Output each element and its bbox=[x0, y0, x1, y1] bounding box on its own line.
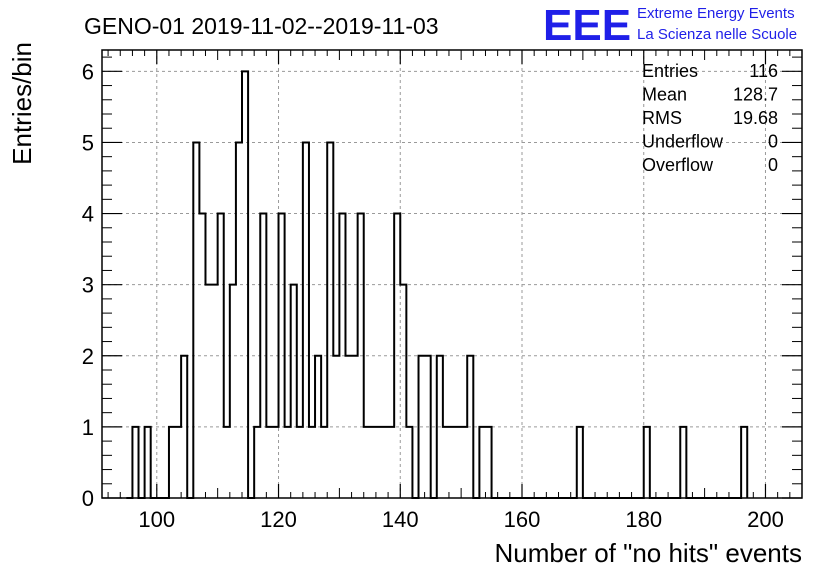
x-tick-label: 120 bbox=[260, 507, 297, 532]
y-tick-label: 2 bbox=[82, 344, 94, 369]
y-tick-label: 4 bbox=[82, 202, 94, 227]
y-tick-label: 3 bbox=[82, 273, 94, 298]
stat-value: 19.68 bbox=[733, 108, 778, 128]
y-axis-label: Entries/bin bbox=[7, 42, 37, 165]
eee-logo: EEE Extreme Energy Events La Scienza nel… bbox=[543, 1, 797, 50]
stats-box: Entries 116 Mean 128.7 RMS 19.68 Underflow 0 Ove… bbox=[642, 61, 778, 175]
y-tick-label: 1 bbox=[82, 415, 94, 440]
eee-logo-mark: EEE bbox=[543, 1, 631, 50]
x-tick-label: 200 bbox=[747, 507, 784, 532]
eee-logo-line2: La Scienza nelle Scuole bbox=[637, 26, 797, 43]
x-axis-label: Number of "no hits" events bbox=[495, 538, 803, 568]
x-tick-label: 180 bbox=[625, 507, 662, 532]
stat-value: 128.7 bbox=[733, 85, 778, 105]
stat-value: 116 bbox=[749, 61, 778, 81]
stat-value: 0 bbox=[768, 132, 778, 152]
axis-ticks bbox=[102, 50, 802, 499]
y-tick-label: 6 bbox=[82, 59, 94, 84]
x-tick-labels: 100 120 140 160 180 200 bbox=[138, 507, 783, 532]
eee-logo-line1: Extreme Energy Events bbox=[637, 5, 795, 22]
stat-label: RMS bbox=[642, 108, 682, 128]
chart-title: GENO-01 2019-11-02--2019-11-03 bbox=[84, 13, 439, 39]
stat-label: Underflow bbox=[642, 132, 724, 152]
stat-label: Entries bbox=[642, 61, 698, 81]
stat-label: Overflow bbox=[642, 155, 714, 175]
stat-value: 0 bbox=[768, 155, 778, 175]
plot-frame bbox=[101, 49, 803, 499]
y-tick-labels: 0 1 2 3 4 5 6 bbox=[82, 59, 94, 511]
x-tick-label: 160 bbox=[504, 507, 541, 532]
y-tick-label: 5 bbox=[82, 130, 94, 155]
y-tick-label: 0 bbox=[82, 486, 94, 511]
x-tick-label: 140 bbox=[382, 507, 419, 532]
x-tick-label: 100 bbox=[138, 507, 175, 532]
stat-label: Mean bbox=[642, 85, 687, 105]
